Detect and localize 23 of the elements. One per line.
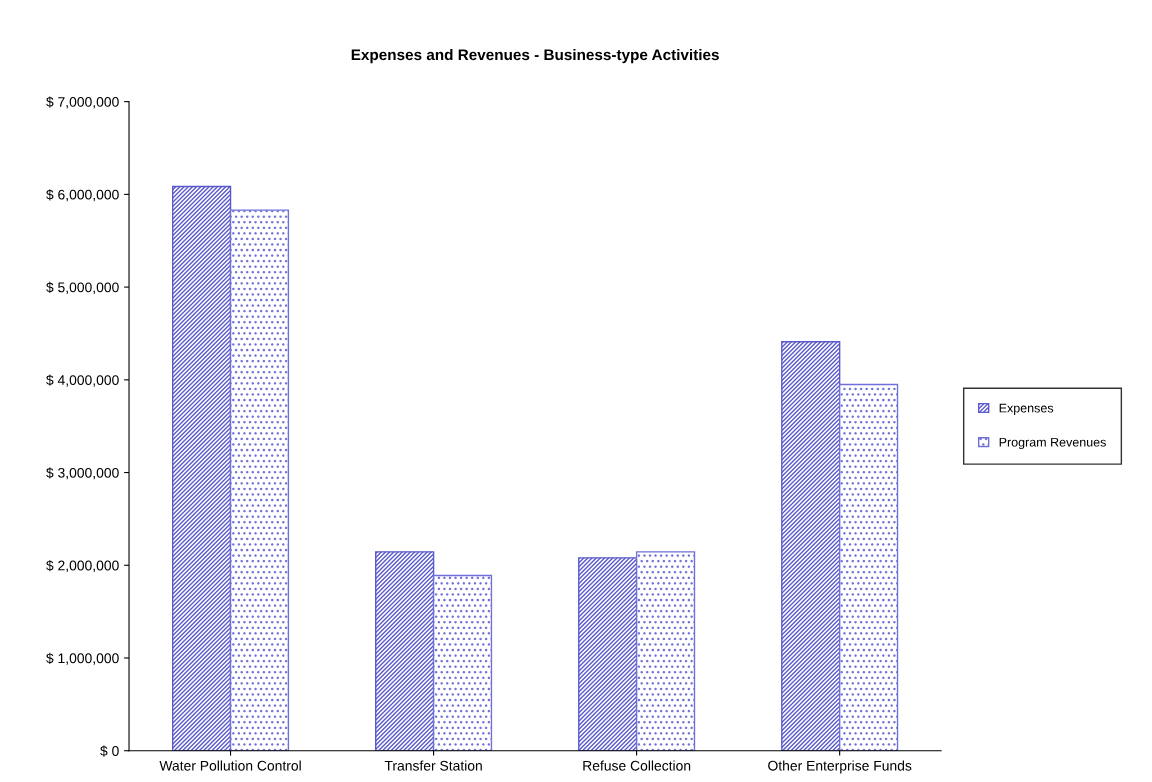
y-tick-label: $ 7,000,000: [46, 96, 119, 109]
bar: [635, 551, 696, 751]
bar: [578, 557, 638, 751]
y-tick-label: $ 5,000,000: [46, 281, 119, 294]
y-tick-label: $ 0: [100, 745, 119, 757]
y-tick-label: $ 2,000,000: [46, 560, 119, 573]
x-tick-label: Water Pollution Control: [159, 760, 301, 771]
bar: [432, 574, 493, 751]
y-tick-label: $ 3,000,000: [46, 467, 119, 480]
x-tick-label: Transfer Station: [384, 760, 482, 771]
chart-title: Expenses and Revenues - Business-type Activities: [351, 48, 719, 64]
legend-label: Expenses: [999, 403, 1054, 415]
y-tick-label: $ 6,000,000: [46, 189, 119, 202]
x-tick-label: Refuse Collection: [583, 760, 691, 771]
bar: [229, 209, 290, 751]
legend-label: Program Revenues: [999, 437, 1106, 450]
y-tick-label: $ 1,000,000: [46, 652, 119, 665]
bar: [838, 383, 899, 751]
bar: [375, 551, 435, 751]
bar: [171, 185, 232, 751]
bar: [781, 341, 841, 751]
x-tick-label: Other Enterprise Funds: [768, 760, 912, 774]
y-tick-label: $ 4,000,000: [46, 374, 119, 387]
